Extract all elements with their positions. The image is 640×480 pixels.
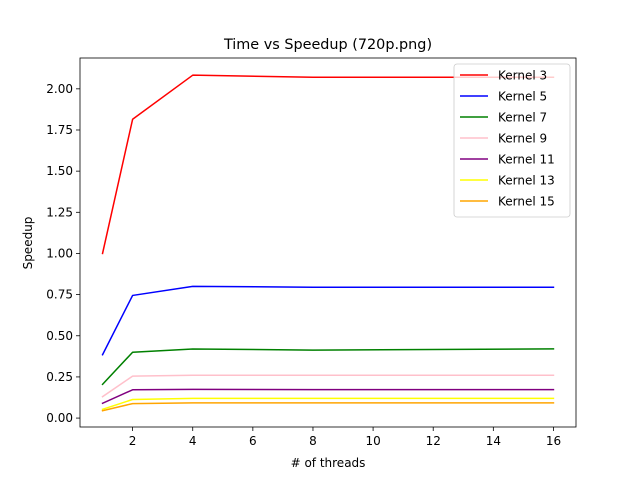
legend-label-2: Kernel 5 xyxy=(498,90,547,104)
series-line-7 xyxy=(101,402,555,412)
series-line-6 xyxy=(101,397,555,411)
y-tick-label: 1.25 xyxy=(46,205,73,219)
y-tick-label: 0.50 xyxy=(46,329,73,343)
legend-label-4: Kernel 9 xyxy=(498,132,547,146)
legend-label-7: Kernel 15 xyxy=(498,195,555,209)
y-tick-label: 0.75 xyxy=(46,288,73,302)
x-tick-label: 10 xyxy=(365,434,380,448)
x-tick-label: 12 xyxy=(426,434,441,448)
plot-area: 2 4 6 8 10 12 14 16 0.00 0.25 0.50 0.75 1.00 1.25 1.50… xyxy=(46,57,577,448)
x-tick-label: 16 xyxy=(546,434,561,448)
legend-label-1: Kernel 3 xyxy=(498,69,547,83)
y-tick-label: 1.00 xyxy=(46,246,73,260)
x-axis-label: # of threads xyxy=(291,456,366,470)
series-line-1 xyxy=(101,74,555,255)
series-line-3 xyxy=(101,348,555,386)
x-tick-label: 6 xyxy=(249,434,257,448)
axes-frame xyxy=(79,57,577,428)
legend-label-3: Kernel 7 xyxy=(498,111,547,125)
legend-label-6: Kernel 13 xyxy=(498,174,555,188)
x-tick-label: 4 xyxy=(189,434,197,448)
y-tick-label: 1.50 xyxy=(46,164,73,178)
y-axis-label: Speedup xyxy=(21,217,35,270)
chart-title: Time vs Speedup (720p.png) xyxy=(223,37,432,53)
series-line-5 xyxy=(101,388,555,405)
y-tick-label: 0.00 xyxy=(46,411,73,425)
y-tick-label: 0.25 xyxy=(46,370,73,384)
series-line-2 xyxy=(101,285,555,356)
legend-label-5: Kernel 11 xyxy=(498,153,555,167)
y-tick-label: 2.00 xyxy=(46,82,73,96)
x-tick-label: 2 xyxy=(129,434,137,448)
y-tick-label: 1.75 xyxy=(46,123,73,137)
x-tick-label: 8 xyxy=(309,434,317,448)
series-line-4 xyxy=(101,374,555,398)
legend-box xyxy=(453,63,571,218)
x-tick-label: 14 xyxy=(486,434,501,448)
